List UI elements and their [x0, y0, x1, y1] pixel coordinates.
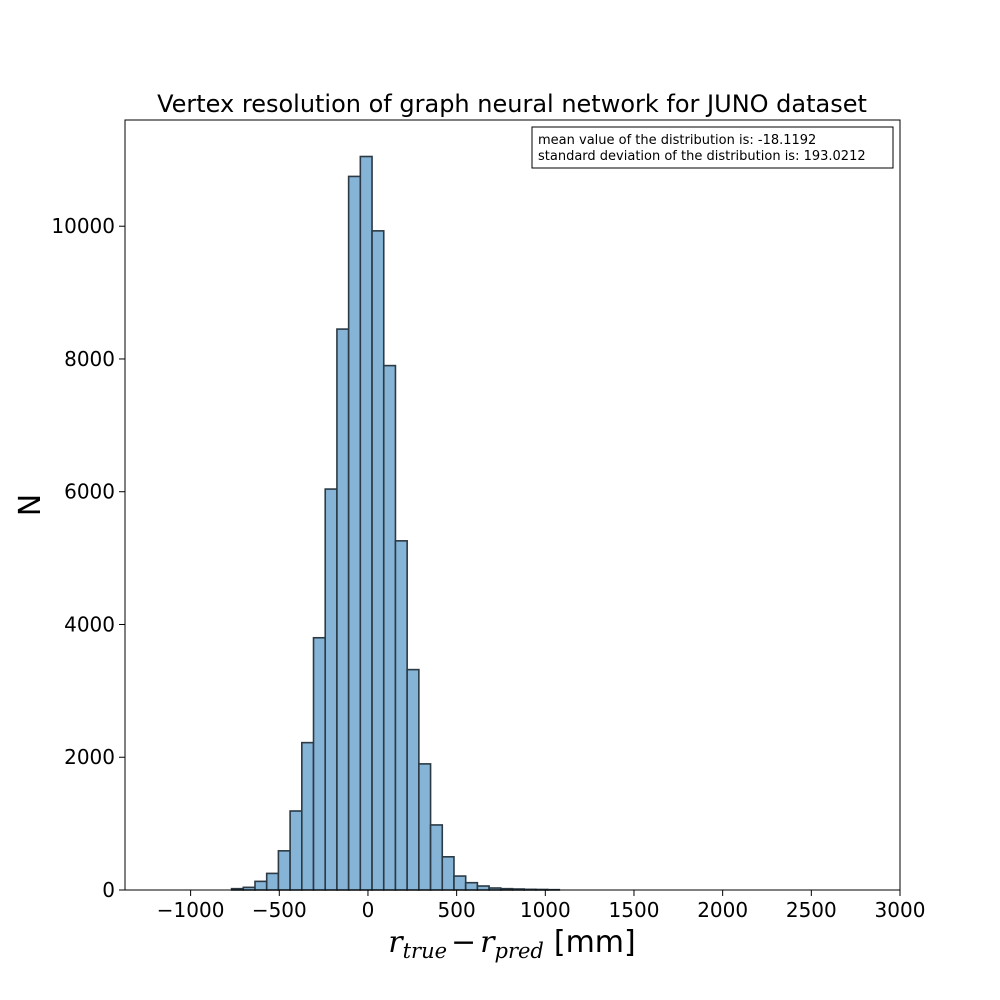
histogram-bar	[336, 328, 350, 891]
histogram-bar	[464, 881, 479, 891]
histogram-bar	[254, 880, 268, 891]
annotation-std: standard deviation of the distribution i…	[538, 149, 866, 164]
histogram-bar	[289, 810, 303, 891]
x-tick-label: 2500	[786, 898, 837, 922]
y-tick-label: 0	[102, 878, 115, 902]
annotation-mean: mean value of the distribution is: -18.1…	[538, 133, 816, 148]
x-label-sub-pred: pred	[495, 939, 544, 963]
x-tick-label: −1000	[157, 898, 225, 922]
histogram-bar	[324, 488, 338, 891]
x-tick-label: −500	[252, 898, 307, 922]
x-tick-label: 1500	[609, 898, 660, 922]
histogram-bar	[277, 850, 291, 891]
histogram-bar	[406, 668, 420, 891]
histogram-bar	[441, 856, 455, 891]
y-tick-label: 6000	[64, 480, 115, 504]
histogram-bar	[347, 175, 362, 891]
histogram-bar	[476, 885, 490, 891]
y-tick-label: 2000	[64, 745, 115, 769]
plot-area-frame	[124, 119, 901, 891]
histogram-bar	[301, 741, 315, 891]
x-label-minus: −	[451, 925, 476, 960]
x-axis-label: rtrue − rpred [mm]	[388, 925, 635, 963]
annotation-frame	[531, 126, 894, 169]
y-tick-label: 10000	[51, 214, 115, 238]
x-label-sub-true: true	[403, 939, 447, 963]
x-axis-ticks: −1000 −500 0 500 1000 1500 2000 2500 3000	[157, 890, 926, 922]
x-tick-label: 3000	[875, 898, 926, 922]
x-tick-label: 0	[362, 898, 375, 922]
y-tick-label: 8000	[64, 347, 115, 371]
histogram-bar	[312, 636, 327, 891]
y-axis-ticks: 0 2000 4000 6000 8000 10000	[51, 214, 125, 902]
chart-title: Vertex resolution of graph neural networ…	[157, 90, 867, 118]
histogram-bar	[394, 540, 408, 891]
x-label-r-pred: r	[480, 925, 496, 960]
histogram-bar	[429, 824, 444, 891]
x-tick-label: 2000	[697, 898, 748, 922]
histogram-bar	[265, 872, 280, 891]
histogram-bar	[418, 763, 432, 891]
x-tick-label: 500	[438, 898, 476, 922]
histogram-bar	[453, 875, 467, 891]
y-tick-label: 4000	[64, 612, 115, 636]
histogram-bar	[359, 155, 373, 891]
x-tick-label: 1000	[520, 898, 571, 922]
x-label-r-true: r	[388, 925, 404, 960]
histogram-bar	[371, 230, 385, 891]
stats-annotation-box: mean value of the distribution is: -18.1…	[531, 126, 894, 169]
y-axis-label: N	[13, 494, 48, 516]
x-label-unit: [mm]	[554, 925, 636, 960]
histogram-bar	[382, 364, 397, 891]
